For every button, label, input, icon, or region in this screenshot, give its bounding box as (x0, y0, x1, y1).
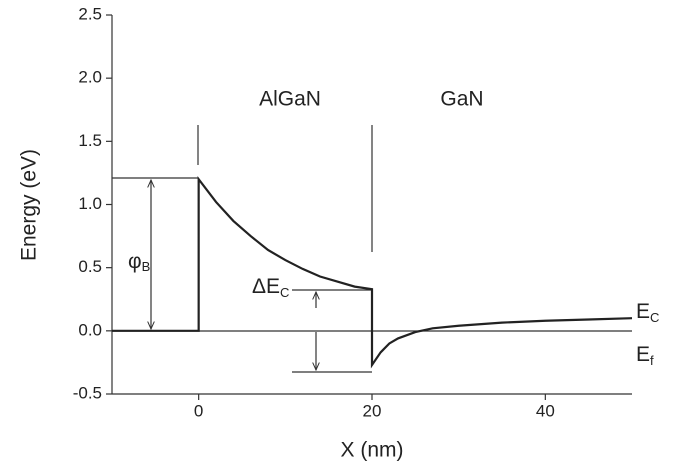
offset-label: ΔEC (252, 275, 289, 301)
barrier-label: φB (128, 250, 150, 275)
y-tick-label: 0.0 (78, 320, 102, 339)
fermi-label: Ef (636, 343, 654, 369)
y-tick-label: 2.5 (78, 4, 102, 23)
x-tick-label: 0 (194, 401, 203, 420)
y-tick-label: 2.0 (78, 68, 102, 87)
x-tick-label: 20 (363, 401, 382, 420)
conduction-label: EC (636, 300, 659, 326)
curve (112, 175, 633, 369)
layer-label: GaN (440, 88, 483, 111)
x-tick-label: 40 (536, 401, 555, 420)
y-tick-label: -0.5 (73, 383, 102, 402)
x-axis-label: X (nm) (341, 439, 404, 462)
y-tick-label: 0.5 (78, 257, 102, 276)
y-tick-label: 1.0 (78, 194, 102, 213)
layer-label: AlGaN (259, 88, 321, 111)
y-axis-label: Energy (eV) (18, 149, 41, 261)
y-tick-label: 1.5 (78, 131, 102, 150)
